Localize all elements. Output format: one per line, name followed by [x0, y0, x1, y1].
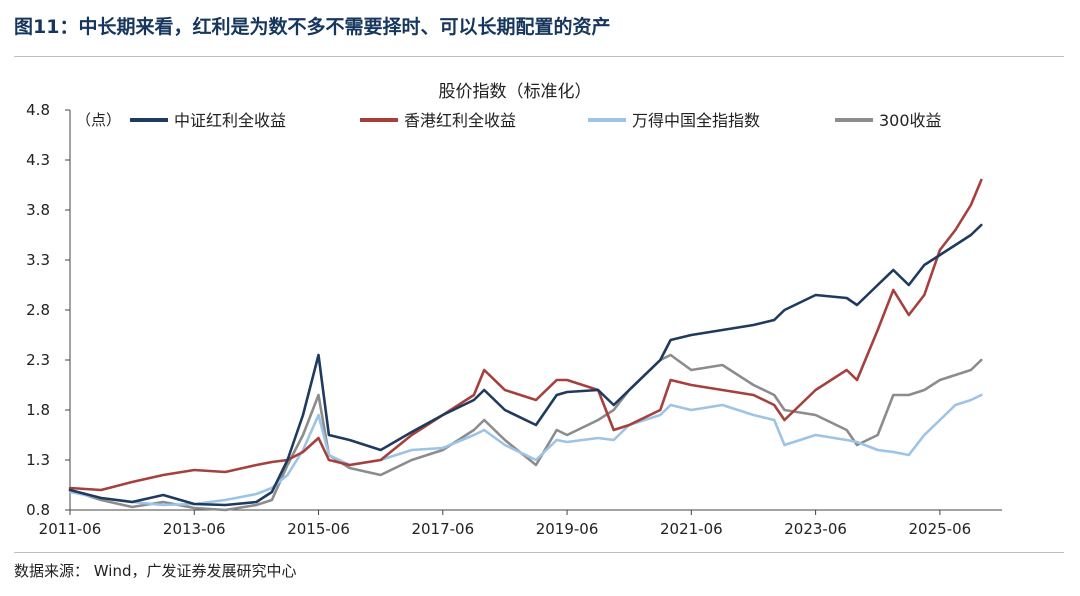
- x-tick-label: 2023-06: [784, 520, 847, 538]
- x-axis: 2011-06 2013-06 2015-06 2017-06 2019-06 2021-…: [39, 509, 1002, 538]
- chart-title: 股价指数（标准化）: [439, 82, 592, 102]
- series-line-3: [68, 393, 983, 507]
- x-tick-label: 2011-06: [39, 520, 102, 538]
- x-tick-label: 2025-06: [909, 520, 972, 538]
- y-tick-label: 1.3: [26, 451, 50, 469]
- y-tick-label: 4.8: [26, 101, 50, 119]
- series-line-1: [68, 223, 983, 507]
- plot-area: [68, 178, 983, 512]
- title-divider: [14, 56, 1064, 57]
- legend-label-3: 万得中国全指指数: [632, 111, 760, 130]
- y-tick-label: 1.8: [26, 401, 50, 419]
- legend-label-4: 300收益: [879, 111, 942, 130]
- source-note: 数据来源： Wind，广发证券发展研究中心: [14, 562, 297, 580]
- y-tick-label: 3.8: [26, 201, 50, 219]
- x-tick-label: 2019-06: [536, 520, 599, 538]
- series-line-2: [68, 178, 983, 492]
- legend-label-1: 中证红利全收益: [174, 111, 286, 130]
- x-tick-label: 2021-06: [660, 520, 723, 538]
- y-tick-label: 2.3: [26, 351, 50, 369]
- y-tick-label: 0.8: [26, 501, 50, 519]
- figure-title: 图11：中长期来看，红利是为数不多不需要择时、可以长期配置的资产: [14, 16, 611, 38]
- series-line-4: [68, 353, 983, 512]
- x-tick-label: 2017-06: [411, 520, 474, 538]
- y-axis-unit-label: （点）: [76, 111, 121, 129]
- x-tick-label: 2015-06: [287, 520, 350, 538]
- x-tick-label: 2013-06: [163, 520, 226, 538]
- legend: 中证红利全收益 香港红利全收益 万得中国全指指数 300收益: [130, 111, 942, 130]
- legend-label-2: 香港红利全收益: [404, 111, 516, 130]
- y-tick-label: 4.3: [26, 151, 50, 169]
- y-tick-label: 2.8: [26, 301, 50, 319]
- source-divider: [14, 552, 1064, 553]
- y-tick-label: 3.3: [26, 251, 50, 269]
- y-axis: 4.8 4.3 3.8 3.3 2.8 2.3 1.8 1.3 0.8: [26, 101, 71, 519]
